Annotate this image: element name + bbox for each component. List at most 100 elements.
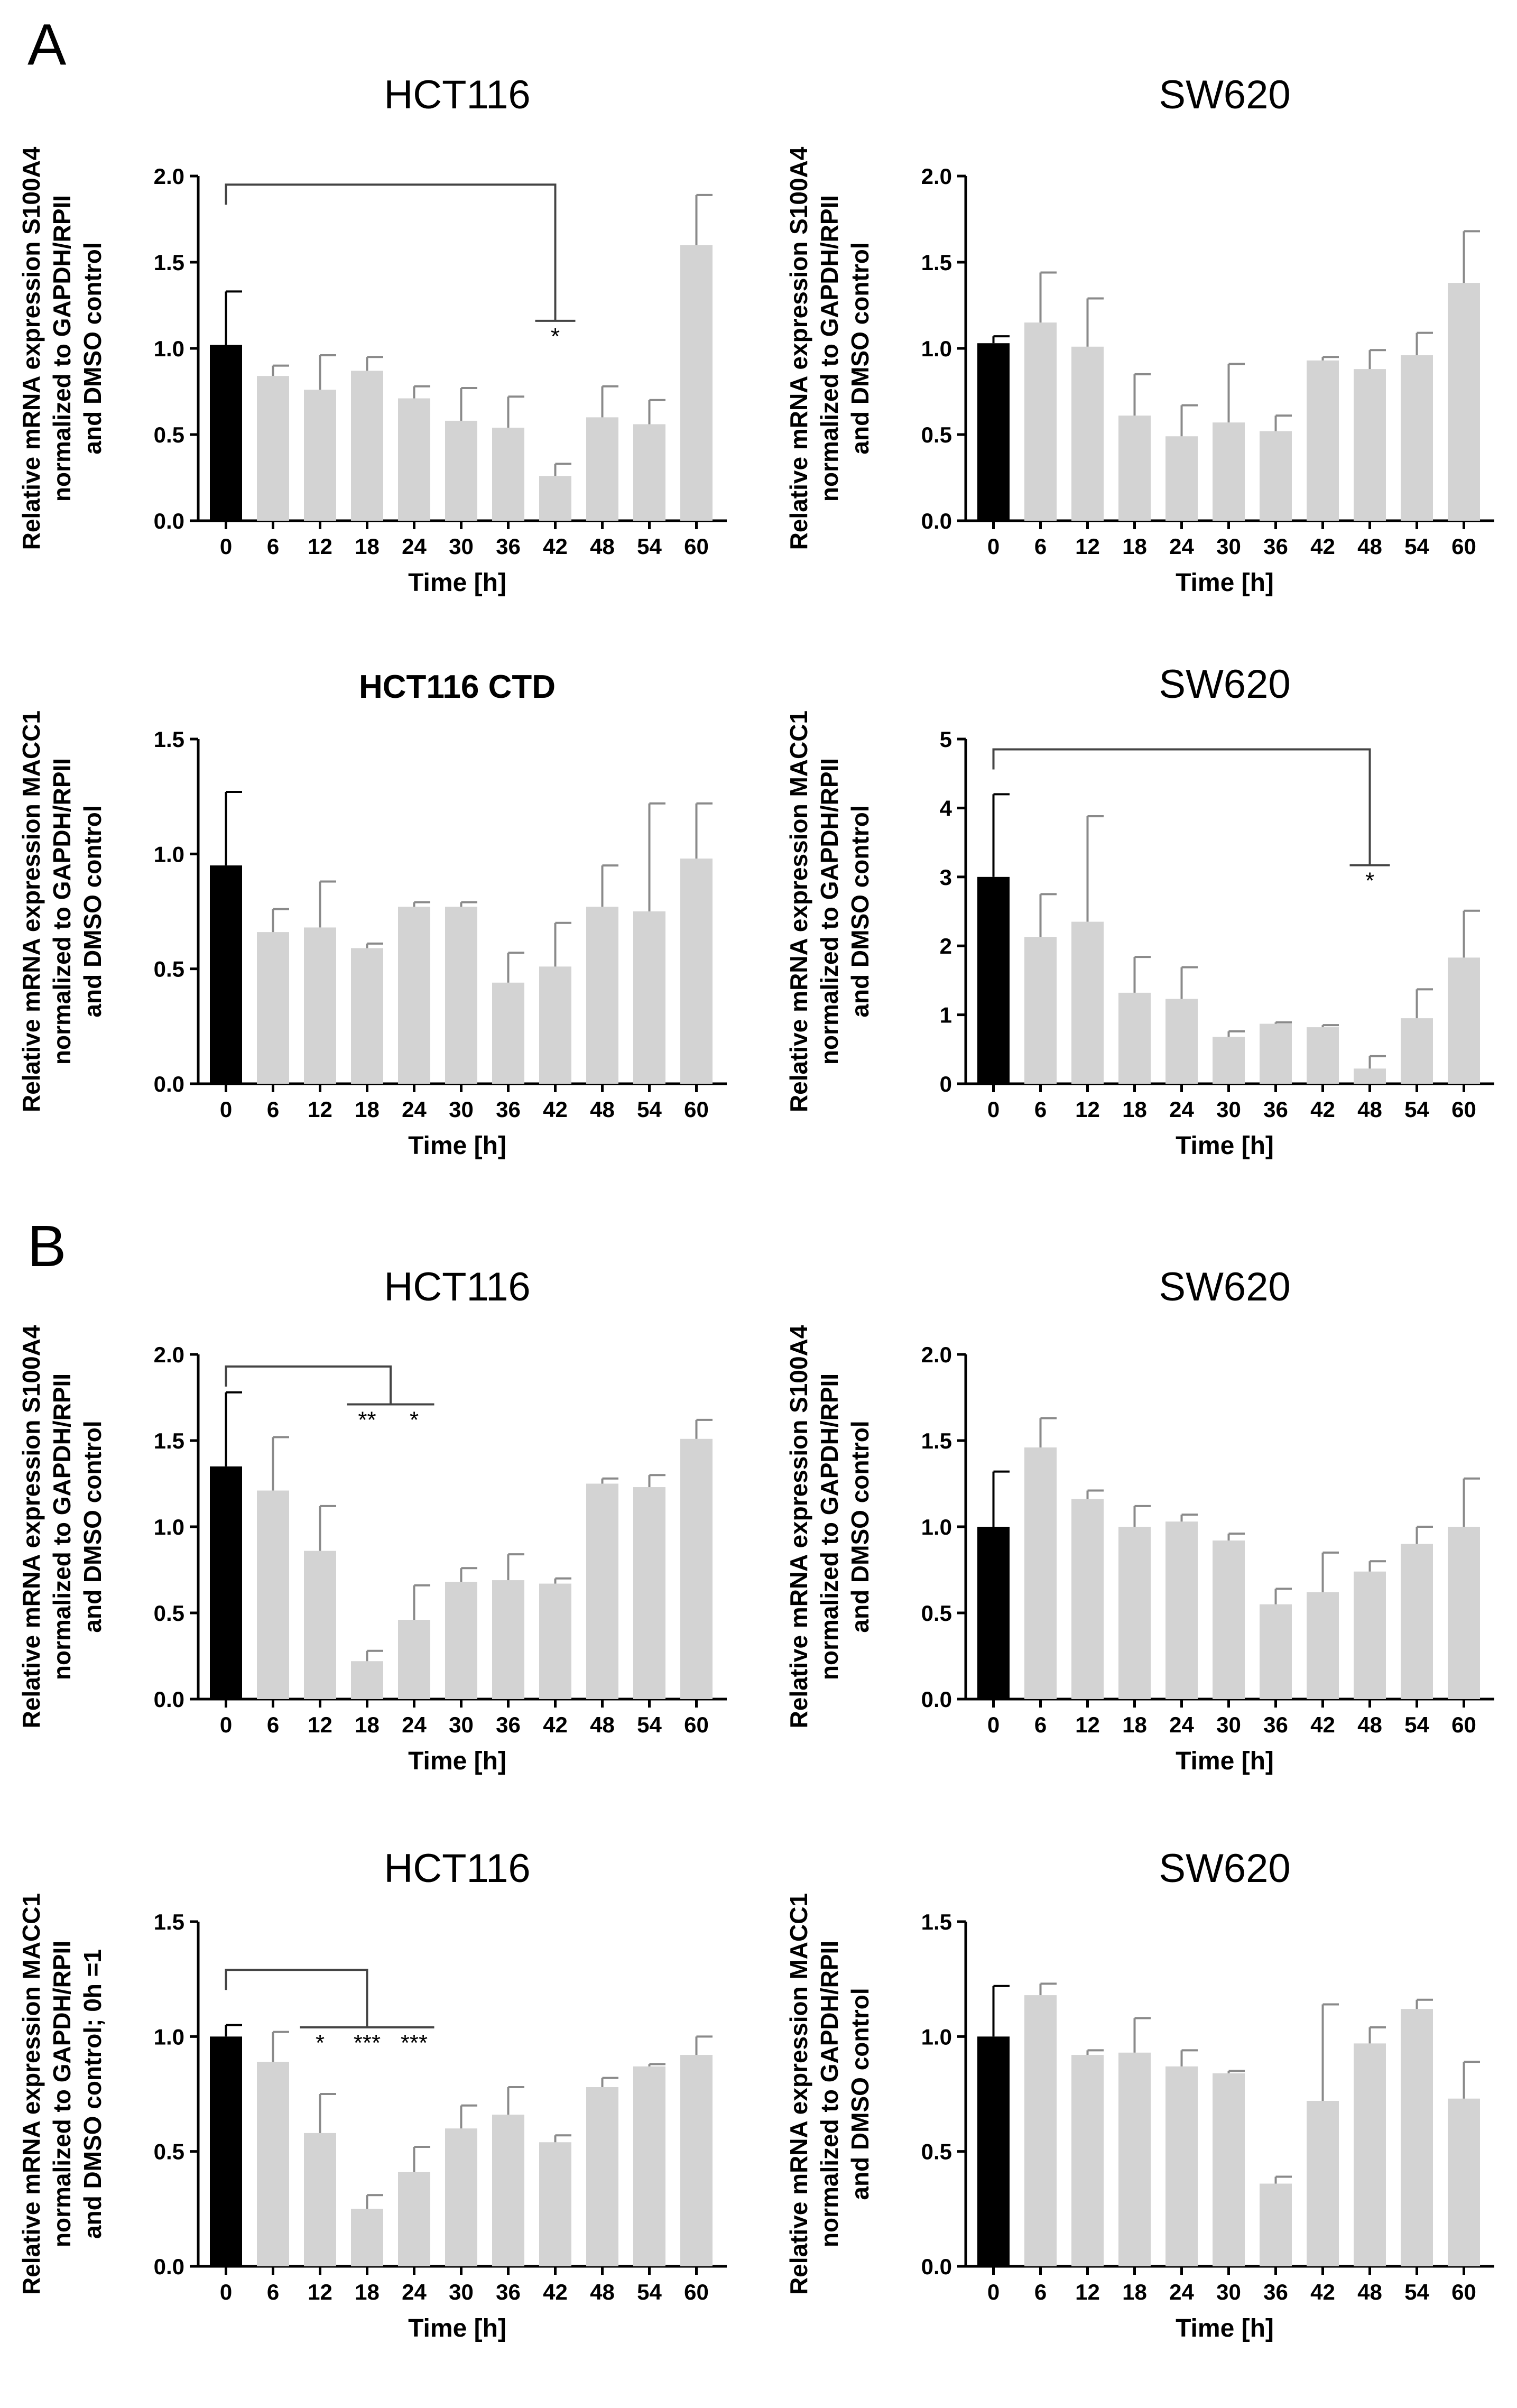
bar — [977, 1527, 1010, 1699]
x-tick-label: 42 — [543, 2280, 568, 2304]
bar — [977, 877, 1010, 1084]
y-tick-label: 5 — [940, 727, 952, 752]
x-tick-label: 0 — [987, 2280, 1000, 2304]
y-tick-label: 1.5 — [921, 1428, 952, 1453]
x-tick-label: 36 — [1263, 534, 1288, 559]
bar — [1260, 2183, 1292, 2266]
bar — [1166, 999, 1198, 1084]
bar — [1448, 2098, 1480, 2266]
chart-title: SW620 — [1159, 1846, 1290, 1891]
x-tick-label: 30 — [449, 1712, 474, 1737]
y-tick-label: 0.0 — [154, 1072, 184, 1096]
y-tick-label: 2 — [940, 934, 952, 958]
bar — [210, 2036, 242, 2266]
y-axis-label-line: normalized to GAPDH/RPII — [816, 758, 843, 1065]
significance-stars: * — [316, 2030, 325, 2056]
bar — [1071, 1499, 1104, 1699]
chart-4: SW620 Relative mRNA expression MACC1 norma… — [785, 662, 1494, 1160]
y-axis-label-line: normalized to GAPDH/RPII — [48, 1373, 76, 1680]
x-tick-label: 18 — [355, 2280, 380, 2304]
bar — [1166, 1521, 1198, 1699]
bar — [1401, 2009, 1433, 2266]
significance-stars: *** — [354, 2030, 381, 2056]
y-tick-label: 2.0 — [921, 1342, 952, 1367]
y-axis-label-line: Relative mRNA expression MACC1 — [17, 1893, 45, 2295]
x-tick-label: 0 — [220, 534, 232, 559]
y-tick-label: 1.5 — [154, 727, 184, 752]
y-axis-label-line: normalized to GAPDH/RPII — [48, 758, 76, 1065]
x-tick-label: 54 — [1404, 534, 1429, 559]
chart-grid: HCT116 Relative mRNA expression S100A4 nor… — [17, 72, 1494, 2342]
y-axis-label-line: Relative mRNA expression S100A4 — [785, 146, 812, 550]
x-tick-label: 48 — [1357, 1097, 1382, 1122]
y-tick-label: 1.5 — [154, 1909, 184, 1934]
bar — [539, 1583, 571, 1699]
significance-stars: ** — [358, 1407, 376, 1433]
x-tick-label: 24 — [1169, 1097, 1194, 1122]
bar — [1071, 2055, 1104, 2266]
bar — [351, 2209, 383, 2266]
y-axis-label-line: and DMSO control — [846, 242, 874, 454]
significance-stars: * — [551, 324, 560, 349]
x-tick-label: 48 — [1357, 534, 1382, 559]
x-tick-label: 54 — [1404, 1097, 1429, 1122]
bar — [492, 1580, 524, 1699]
x-tick-label: 60 — [684, 1097, 709, 1122]
x-tick-label: 18 — [355, 1712, 380, 1737]
y-tick-label: 1.5 — [921, 250, 952, 275]
bar — [351, 948, 383, 1084]
bar — [586, 1483, 618, 1699]
x-tick-label: 60 — [1451, 1097, 1476, 1122]
chart-1: HCT116 Relative mRNA expression S100A4 nor… — [17, 72, 727, 597]
x-tick-label: 60 — [684, 2280, 709, 2304]
significance-bracket — [225, 1365, 392, 1405]
y-tick-label: 1.0 — [921, 1515, 952, 1539]
x-tick-label: 6 — [1034, 1712, 1047, 1737]
x-tick-label: 42 — [1310, 2280, 1335, 2304]
x-tick-label: 42 — [1310, 1712, 1335, 1737]
x-tick-label: 18 — [1122, 1712, 1147, 1737]
y-tick-label: 0.5 — [154, 2139, 184, 2164]
x-tick-label: 60 — [684, 534, 709, 559]
x-tick-label: 36 — [1263, 1712, 1288, 1737]
x-tick-label: 6 — [267, 1097, 279, 1122]
y-tick-label: 0.5 — [921, 1601, 952, 1626]
bar — [1354, 1068, 1386, 1084]
bar — [257, 2062, 289, 2266]
bar — [586, 417, 618, 521]
x-tick-label: 48 — [1357, 1712, 1382, 1737]
x-tick-label: 30 — [1216, 2280, 1241, 2304]
bar — [1307, 2101, 1339, 2266]
chart-6: SW620 Relative mRNA expression S100A4 norm… — [785, 1265, 1494, 1775]
bar — [633, 1487, 665, 1699]
bar — [304, 2133, 336, 2266]
significance-stars: * — [1365, 868, 1374, 894]
x-tick-label: 0 — [220, 1097, 232, 1122]
bar — [1213, 422, 1245, 521]
x-tick-label: 12 — [308, 1097, 332, 1122]
bar — [492, 2115, 524, 2266]
x-tick-label: 30 — [1216, 534, 1241, 559]
x-tick-label: 60 — [1451, 1712, 1476, 1737]
x-axis-label: Time [h] — [1176, 569, 1274, 597]
chart-title: HCT116 — [384, 72, 530, 117]
significance-bracket — [225, 183, 557, 321]
y-axis-label-line: Relative mRNA expression MACC1 — [785, 1893, 812, 2295]
chart-title: SW620 — [1159, 662, 1290, 707]
y-tick-label: 2.0 — [921, 164, 952, 189]
y-axis-label-line: and DMSO control — [79, 1420, 106, 1632]
x-tick-label: 54 — [1404, 2280, 1429, 2304]
y-tick-label: 0.5 — [154, 422, 184, 447]
y-tick-label: 0.5 — [154, 1601, 184, 1626]
y-tick-label: 1.5 — [154, 1428, 184, 1453]
y-axis-label-line: and DMSO control — [846, 1420, 874, 1632]
bar — [977, 343, 1010, 521]
bar — [1401, 355, 1433, 521]
chart-8: SW620 Relative mRNA expression MACC1 norma… — [785, 1846, 1494, 2342]
x-tick-label: 36 — [1263, 2280, 1288, 2304]
x-tick-label: 18 — [1122, 2280, 1147, 2304]
bar — [1213, 2073, 1245, 2266]
x-tick-label: 48 — [590, 2280, 615, 2304]
bar — [1166, 436, 1198, 521]
